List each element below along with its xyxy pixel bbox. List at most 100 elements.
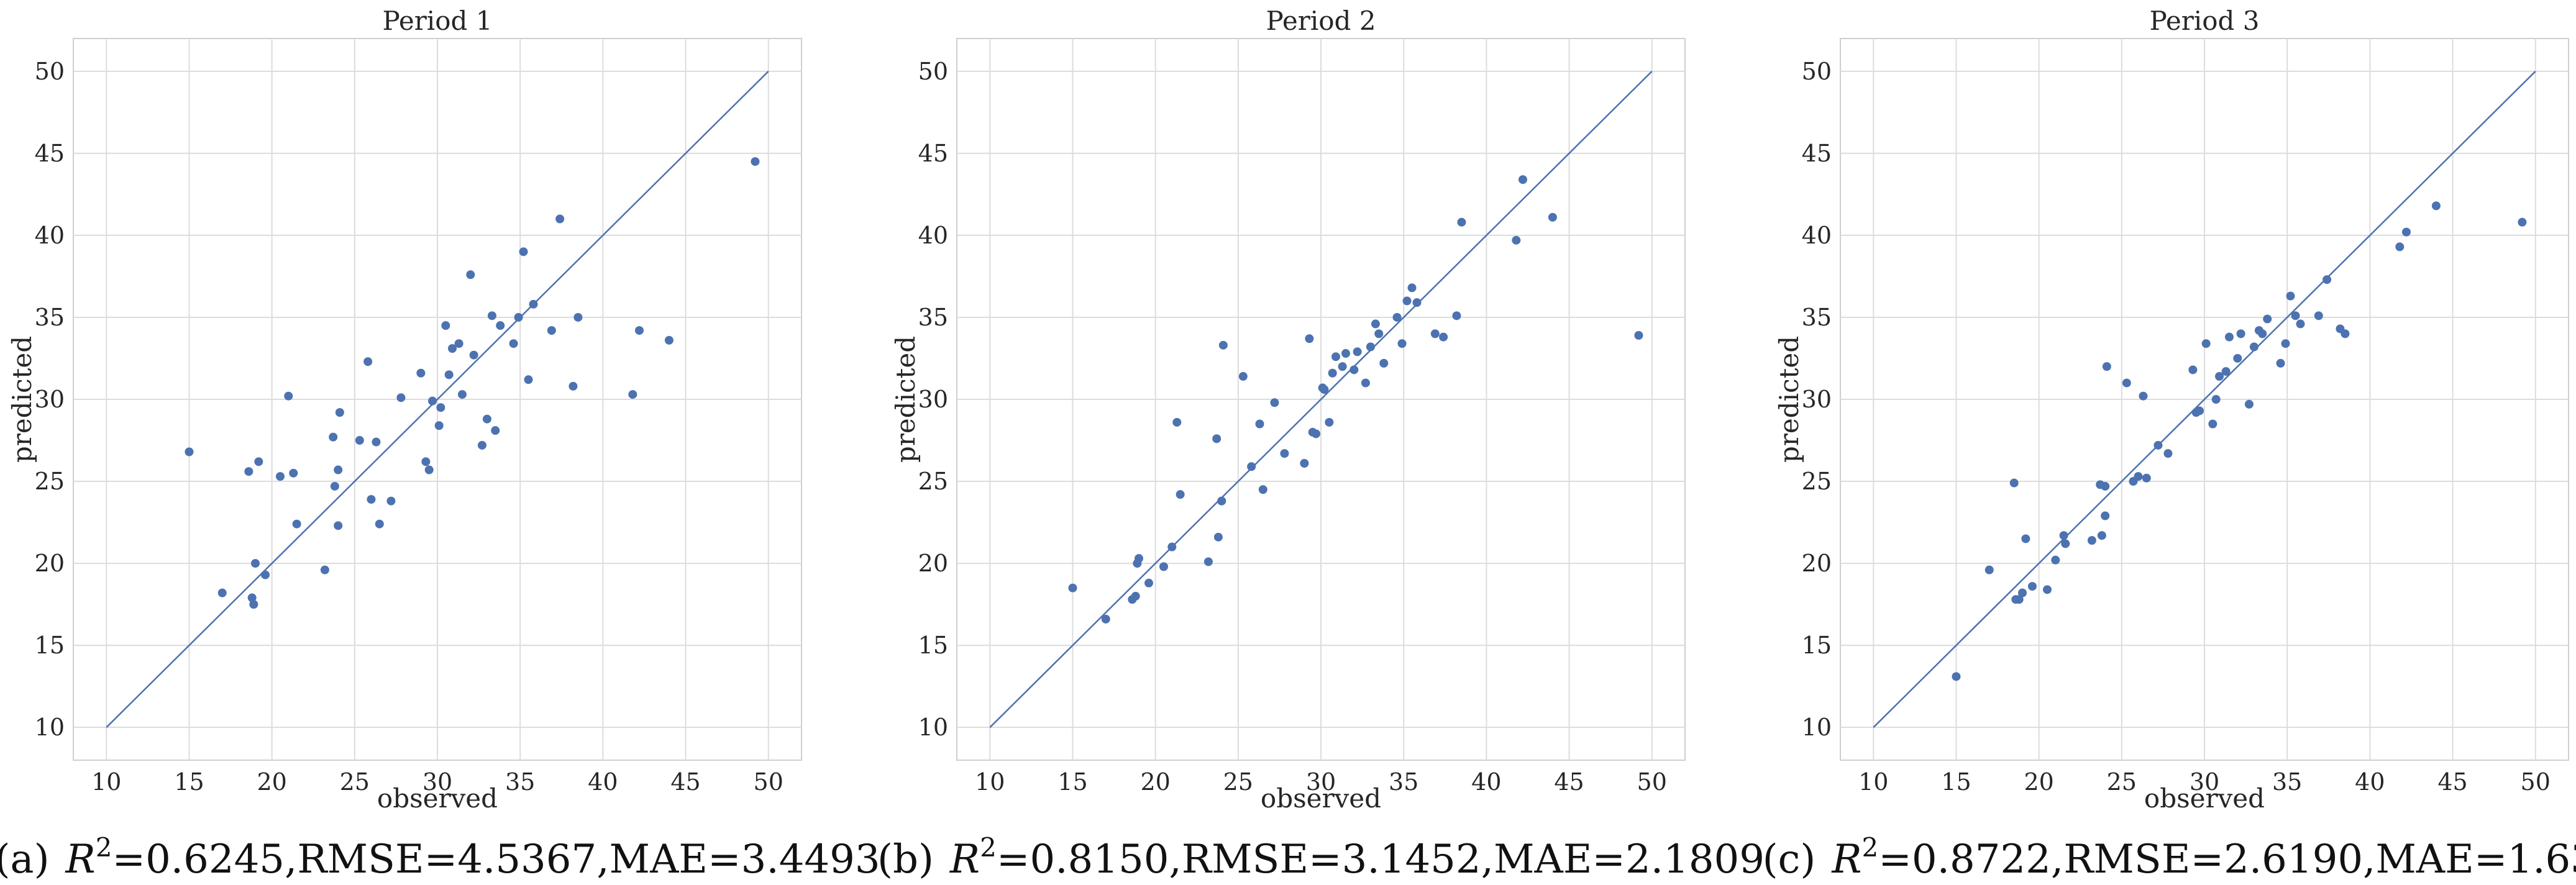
scatter-points: [185, 157, 760, 609]
data-point: [469, 350, 478, 360]
x-tick-label: 40: [588, 768, 618, 796]
y-tick-label: 45: [35, 140, 65, 167]
x-tick-label: 20: [1140, 768, 1170, 796]
data-point: [1353, 347, 1362, 356]
panel-title: Period 3: [2150, 6, 2260, 36]
data-point: [2401, 227, 2411, 237]
y-tick-label: 30: [35, 386, 65, 413]
y-tick-labels: 10 15 20 25 30 35 40 45 50: [1802, 58, 1832, 741]
panel-caption: (a) R2=0.6245,RMSE=4.5367,MAE=3.4493: [0, 832, 880, 883]
y-tick-label: 25: [35, 468, 65, 495]
data-point: [2154, 440, 2163, 450]
data-point: [2249, 342, 2259, 352]
data-point: [1176, 490, 1185, 499]
x-tick-labels: 10 15 20 25 30 35 40 45 50: [1858, 768, 2551, 796]
data-point: [2101, 481, 2110, 491]
data-point: [1255, 419, 1264, 429]
data-point: [1167, 542, 1177, 551]
data-point: [1366, 342, 1375, 352]
data-point: [628, 390, 637, 399]
data-point: [1412, 298, 1422, 307]
data-point: [2224, 332, 2234, 342]
y-tick-label: 15: [1802, 632, 1832, 659]
data-point: [2518, 217, 2527, 227]
identity-line: [1873, 70, 2536, 728]
data-point: [284, 391, 293, 401]
data-point: [1457, 217, 1466, 227]
data-point: [1217, 496, 1226, 506]
data-point: [249, 600, 258, 609]
data-point: [519, 247, 528, 256]
data-point: [1328, 368, 1337, 378]
data-point: [482, 414, 491, 424]
x-tick-label: 50: [1637, 768, 1667, 796]
data-point: [2323, 275, 2332, 284]
data-point: [1452, 311, 1461, 320]
x-tick-label: 15: [1941, 768, 1971, 796]
x-tick-label: 40: [1471, 768, 1501, 796]
panel-title: Period 1: [383, 6, 493, 36]
y-tick-label: 50: [918, 58, 948, 85]
data-point: [1392, 312, 1402, 322]
data-point: [2258, 329, 2267, 338]
data-point: [1312, 429, 1321, 438]
data-point: [367, 495, 376, 504]
data-point: [1634, 331, 1643, 340]
data-point: [569, 381, 578, 391]
data-point: [514, 312, 523, 322]
data-point: [509, 339, 518, 348]
y-tick-label: 40: [35, 222, 65, 249]
data-point: [664, 335, 674, 345]
data-point: [466, 270, 475, 279]
data-point: [1341, 349, 1350, 358]
x-tick-label: 30: [422, 768, 452, 796]
data-point: [1331, 352, 1340, 361]
x-tick-label: 15: [174, 768, 204, 796]
data-point: [244, 467, 253, 476]
x-tick-label: 25: [2107, 768, 2137, 796]
data-point: [2431, 201, 2441, 211]
data-point: [2296, 319, 2305, 329]
x-tick-label: 10: [91, 768, 121, 796]
y-tick-label: 50: [1802, 58, 1832, 85]
scatter-points: [1952, 201, 2527, 681]
data-point: [2097, 531, 2106, 540]
data-point: [491, 426, 500, 435]
data-point: [2214, 372, 2224, 381]
data-point: [1952, 672, 1961, 681]
data-point: [2201, 339, 2211, 348]
data-point: [2286, 291, 2295, 301]
y-tick-label: 40: [1802, 222, 1832, 249]
data-point: [441, 321, 450, 330]
data-point: [1135, 554, 1143, 563]
y-tick-label: 40: [918, 222, 948, 249]
x-axis-label: observed: [1261, 783, 1381, 814]
data-point: [524, 375, 533, 384]
data-point: [289, 468, 298, 478]
data-point: [1512, 235, 1521, 245]
y-tick-label: 35: [35, 304, 65, 331]
data-point: [2014, 595, 2024, 604]
data-point: [428, 396, 437, 406]
data-point: [1402, 296, 1412, 306]
data-point: [254, 457, 263, 466]
x-tick-label: 25: [340, 768, 370, 796]
data-point: [1159, 562, 1168, 571]
data-point: [1338, 362, 1347, 371]
data-point: [1270, 398, 1279, 407]
data-point: [496, 321, 505, 330]
x-tick-label: 15: [1057, 768, 1087, 796]
data-point: [1213, 532, 1223, 542]
y-tick-label: 30: [1802, 386, 1832, 413]
data-point: [477, 440, 486, 450]
data-point: [555, 214, 565, 224]
data-point: [2221, 367, 2231, 376]
panel-period-3: 10 15 20 25 30 35 40 45 50 10 15 20 25 30 35 40 45 50 Pe…: [1763, 6, 2576, 883]
y-tick-label: 25: [1802, 468, 1832, 495]
data-point: [1430, 329, 1440, 338]
data-point: [1371, 319, 1380, 329]
x-tick-label: 35: [505, 768, 535, 796]
y-axis-label: predicted: [1774, 336, 1804, 463]
data-point: [1548, 212, 1557, 222]
data-point: [334, 465, 343, 474]
